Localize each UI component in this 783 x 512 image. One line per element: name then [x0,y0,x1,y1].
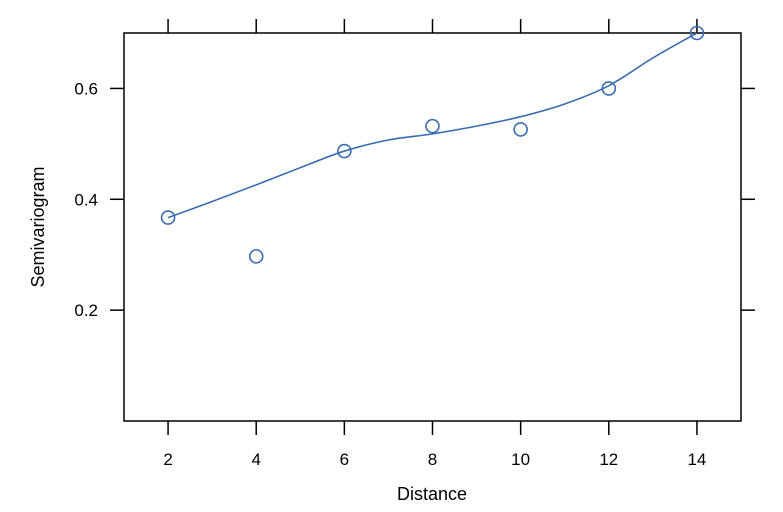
data-point [248,249,264,264]
data-point [601,81,617,96]
smooth-line [167,32,698,219]
y-tick-label: 0.6 [74,79,98,98]
axis-ticks [110,19,755,435]
y-tick-label: 0.2 [74,301,98,320]
x-tick-label: 6 [340,450,349,469]
x-tick-label: 8 [428,450,437,469]
data-point [337,143,352,159]
x-axis-title: Distance [397,484,467,504]
x-tick-label: 2 [163,450,172,469]
y-axis-title: Semivariogram [28,166,48,287]
x-tick-label: 10 [511,450,530,469]
data-points [160,25,705,264]
axis-tick-labels: 2 4 6 8 10 12 14 0.2 0.4 0.6 [74,79,706,469]
data-point [425,118,440,134]
x-tick-label: 4 [251,450,260,469]
plot-frame [123,32,742,422]
data-point [513,122,528,137]
data-point [689,25,705,41]
y-tick-label: 0.4 [74,190,98,209]
x-tick-label: 12 [599,450,618,469]
data-point [160,210,176,225]
x-tick-label: 14 [687,450,706,469]
